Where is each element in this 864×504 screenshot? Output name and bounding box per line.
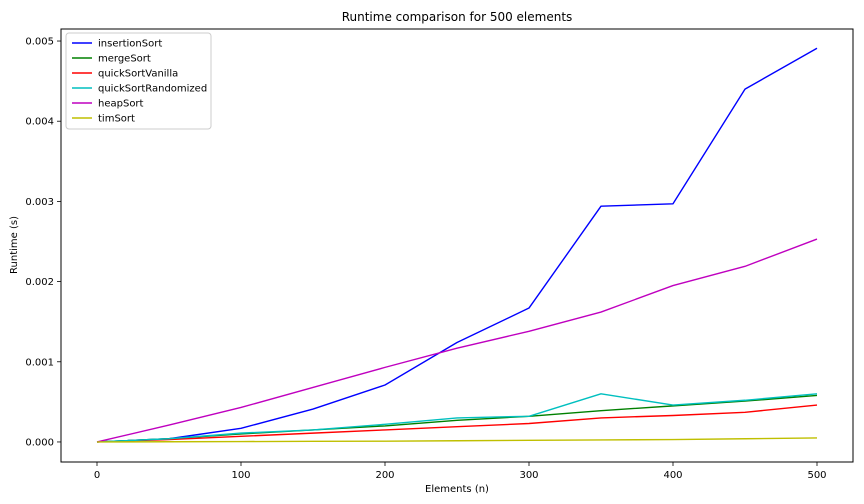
series-line-quickSortVanilla [96, 404, 818, 443]
x-tick-label: 500 [807, 470, 826, 481]
series-line-timSort [96, 437, 818, 443]
x-tick-label: 200 [375, 470, 394, 481]
x-tick-label: 0 [94, 470, 100, 481]
y-tick-label: 0.000 [25, 437, 54, 448]
x-tick-label: 100 [231, 470, 250, 481]
x-axis-ticks: 0 100 200 300 400 500 [94, 462, 827, 481]
legend-label-mergeSort: mergeSort [98, 54, 151, 65]
y-tick-label: 0.003 [25, 197, 54, 208]
x-axis-label: Elements (n) [425, 484, 489, 495]
y-tick-label: 0.005 [25, 37, 54, 48]
series-line-insertionSort [96, 47, 818, 443]
legend-label-quickSortRandomized: quickSortRandomized [98, 84, 207, 95]
x-tick-label: 400 [663, 470, 682, 481]
legend-label-heapSort: heapSort [98, 99, 144, 110]
y-tick-label: 0.002 [25, 277, 54, 288]
y-tick-label: 0.001 [25, 357, 54, 368]
y-axis-ticks: 0.000 0.001 0.002 0.003 0.004 0.005 [25, 37, 61, 448]
y-axis-label: Runtime (s) [9, 216, 20, 274]
plot-lines [96, 47, 818, 443]
series-line-quickSortRandomized [96, 393, 818, 443]
legend: insertionSort mergeSort quickSortVanilla qu… [65, 32, 212, 130]
plot-area-frame [60, 28, 854, 463]
legend-label-timSort: timSort [98, 114, 135, 125]
chart-title: Runtime comparison for 500 elements [342, 10, 573, 24]
legend-label-quickSortVanilla: quickSortVanilla [98, 69, 178, 80]
x-tick-label: 300 [519, 470, 538, 481]
legend-box [65, 32, 212, 130]
y-tick-label: 0.004 [25, 117, 54, 128]
legend-label-insertionSort: insertionSort [98, 39, 162, 50]
series-line-heapSort [96, 238, 818, 443]
